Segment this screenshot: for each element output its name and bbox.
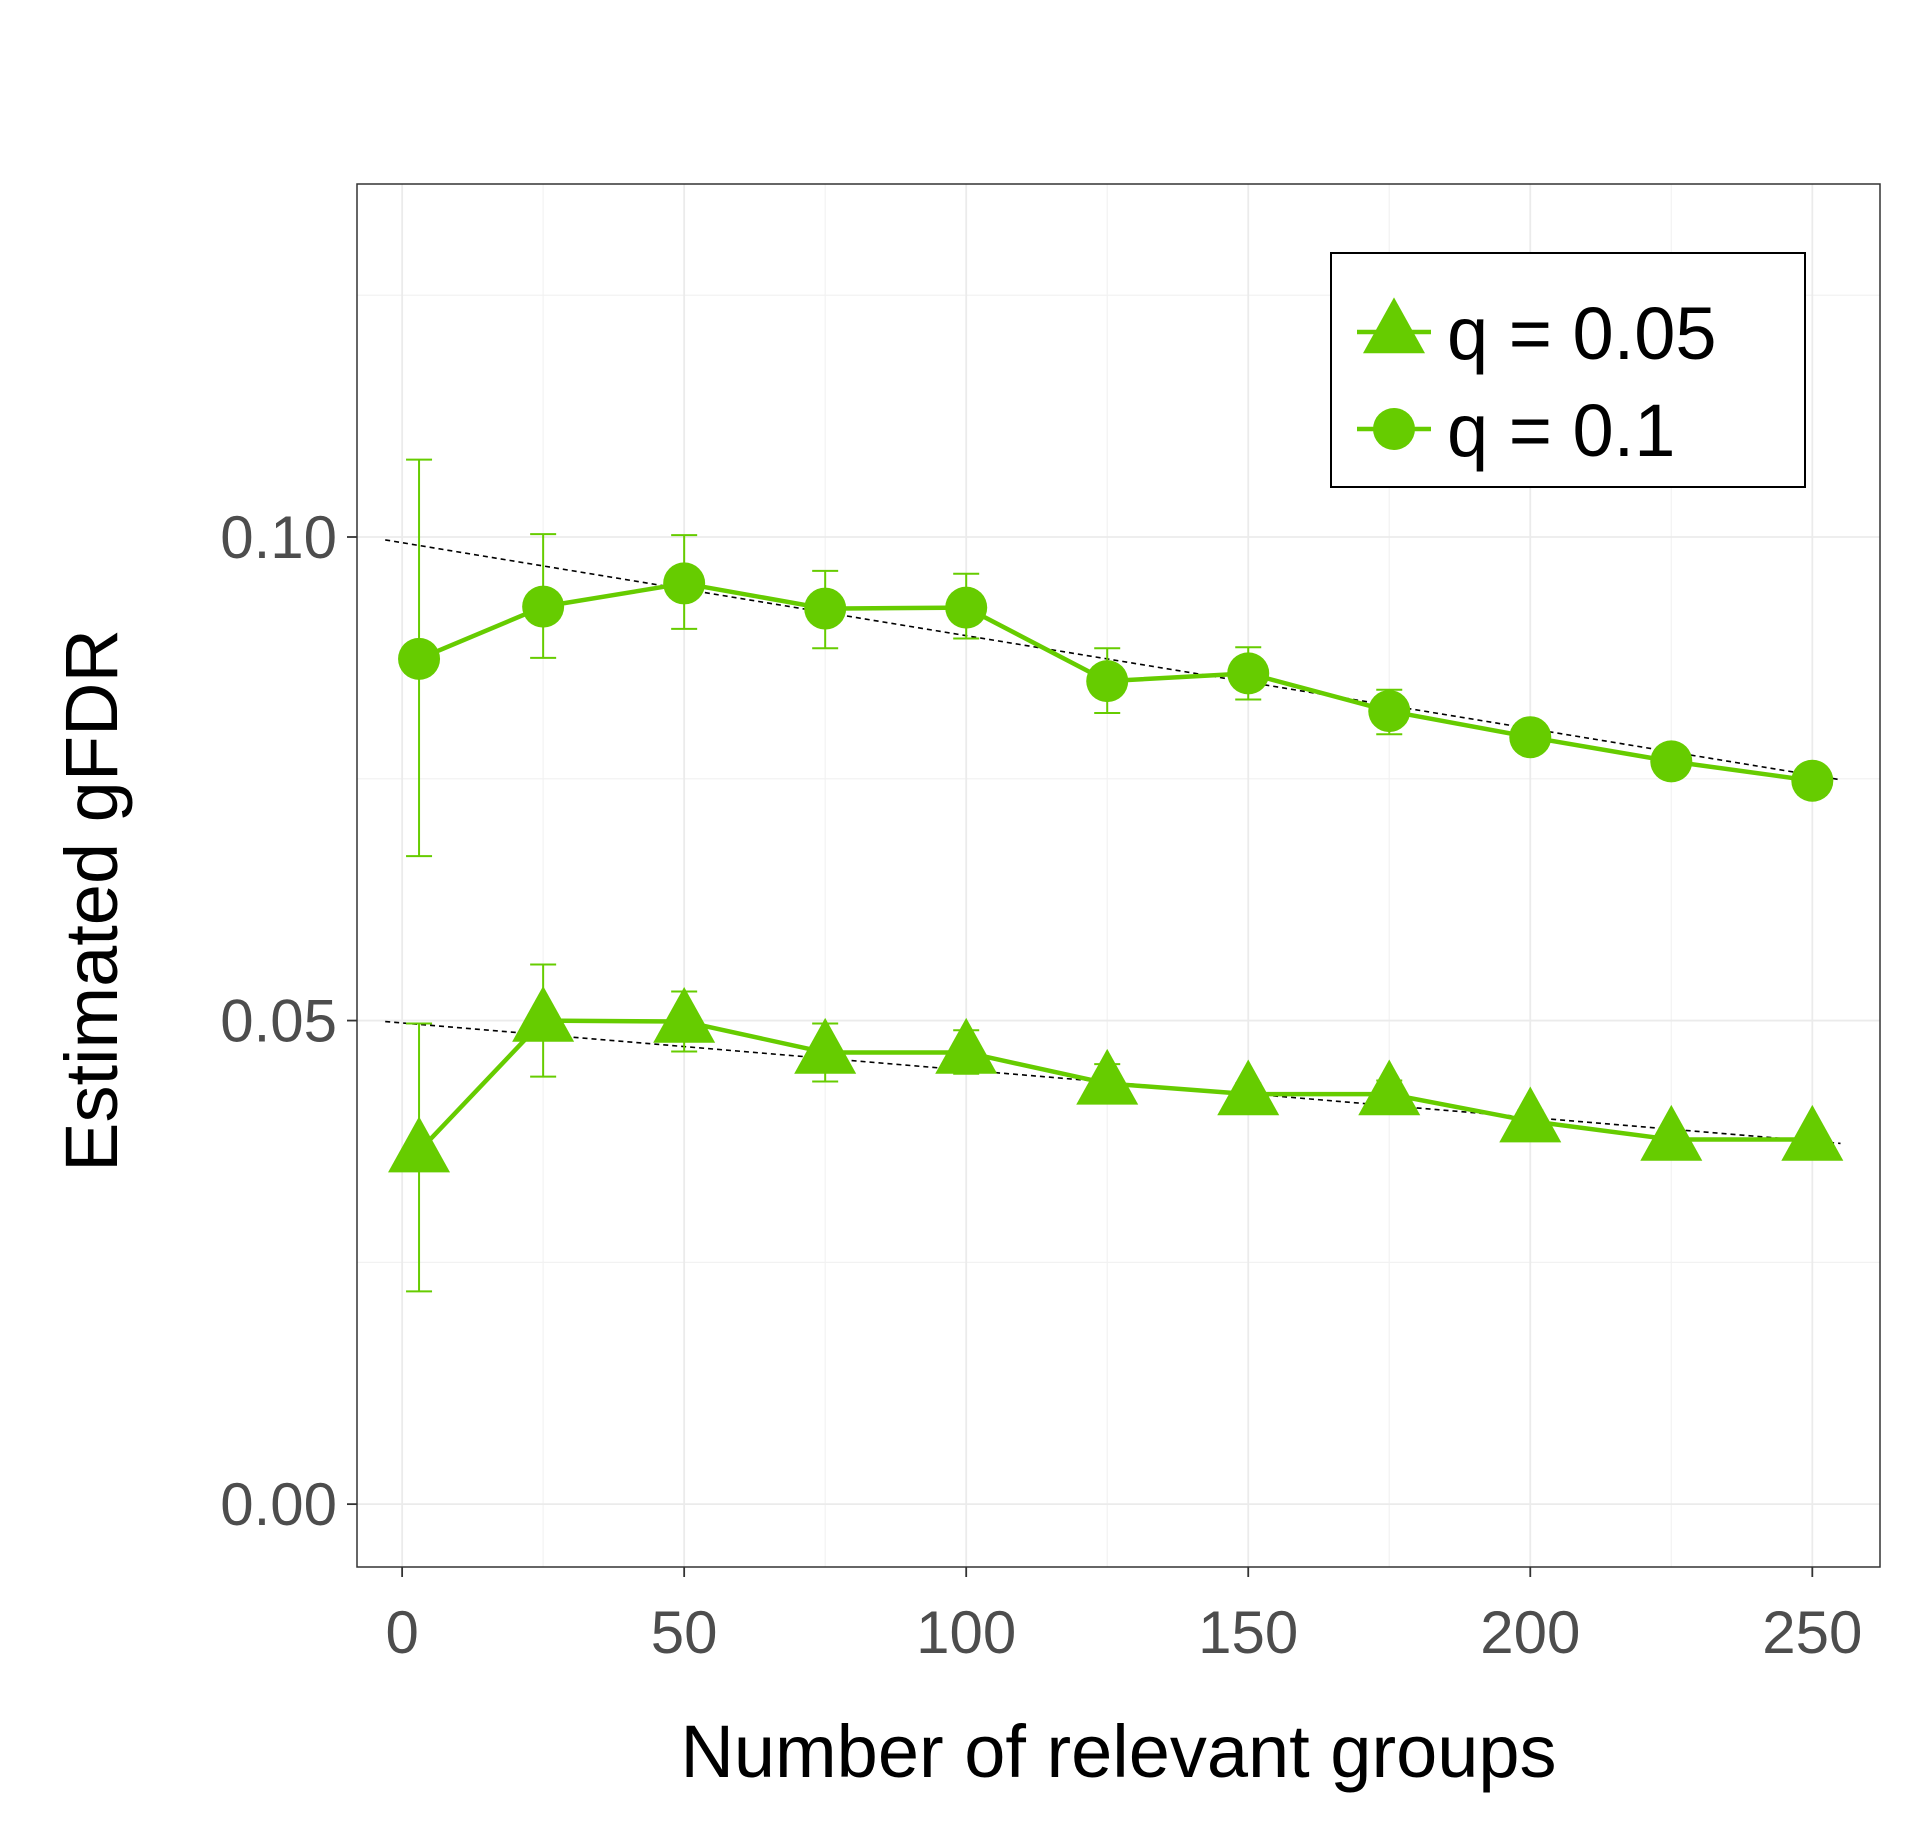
y-axis-title: Estimated gFDR [50, 629, 133, 1172]
y-tick-label: 0.10 [220, 504, 337, 571]
data-point [522, 585, 565, 628]
data-point [1650, 740, 1693, 783]
data-point [1509, 716, 1552, 759]
series-circle [398, 458, 1834, 858]
data-point [388, 1116, 451, 1173]
data-point [945, 586, 988, 629]
y-tick-label: 0.05 [220, 988, 337, 1055]
data-point [1499, 1086, 1562, 1143]
data-point [1076, 1048, 1139, 1105]
data-point [653, 986, 716, 1043]
data-point [1368, 690, 1411, 733]
x-axis-title: Number of relevant groups [680, 1710, 1556, 1793]
data-point [1227, 652, 1270, 695]
x-tick-label: 200 [1480, 1599, 1580, 1666]
y-tick-label: 0.00 [220, 1471, 337, 1538]
legend: q = 0.05 q = 0.1 [1330, 252, 1806, 488]
data-point [1781, 1104, 1844, 1161]
data-point [663, 562, 706, 605]
x-tick-label: 50 [651, 1599, 718, 1666]
data-point [1791, 759, 1834, 802]
legend-key-circle [1373, 408, 1415, 450]
data-point [804, 587, 847, 630]
legend-box [1330, 252, 1806, 488]
panel-border [356, 183, 1881, 1568]
grid [357, 184, 1880, 1567]
reference-line [385, 539, 1841, 781]
data-point [1217, 1059, 1280, 1116]
x-tick-label: 250 [1762, 1599, 1862, 1666]
data-point [512, 985, 575, 1042]
data-point [1086, 660, 1129, 703]
data-point [794, 1017, 857, 1074]
legend-label: q = 0.05 [1447, 292, 1717, 375]
data-point [935, 1017, 998, 1074]
legend-label: q = 0.1 [1447, 389, 1675, 472]
series-layer [388, 458, 1844, 1293]
series-triangle [388, 963, 1844, 1293]
x-tick-label: 100 [916, 1599, 1016, 1666]
data-point [1358, 1059, 1421, 1116]
x-tick-label: 0 [385, 1599, 418, 1666]
data-point [1640, 1104, 1703, 1161]
data-point [398, 637, 441, 680]
x-tick-label: 150 [1198, 1599, 1298, 1666]
legend-key-triangle [1363, 297, 1425, 354]
axes: 0 50 100 150 200 250 0.00 0.05 0.10 [220, 504, 1862, 1666]
